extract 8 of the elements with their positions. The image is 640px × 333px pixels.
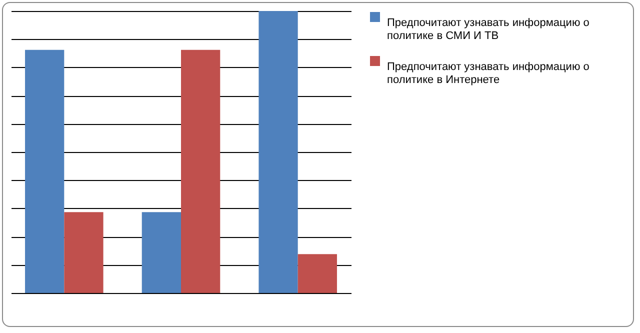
bar — [25, 50, 64, 293]
bar — [64, 212, 104, 293]
bar — [258, 11, 298, 293]
legend-label: Предпочитают узнавать информацию о политике в СМИ И ТВ — [387, 17, 590, 42]
bar — [181, 50, 220, 293]
bar — [298, 254, 337, 293]
bar — [142, 212, 181, 293]
legend-label: Предпочитают узнавать информацию о политике в Интернете — [387, 61, 590, 86]
